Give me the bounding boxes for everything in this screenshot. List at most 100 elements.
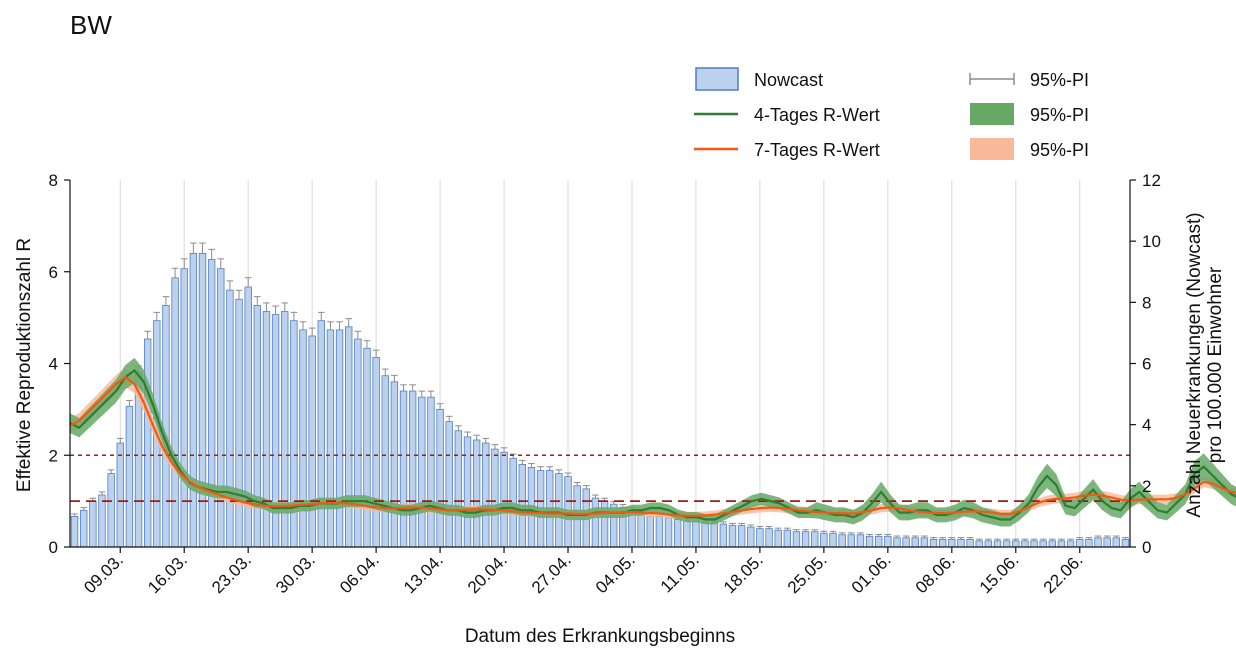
nowcast-whisker — [116, 437, 124, 444]
nowcast-whisker — [1076, 537, 1084, 540]
legend-swatch-nowcast — [695, 67, 739, 91]
nowcast-whisker — [98, 491, 106, 496]
nowcast-whisker — [299, 321, 307, 330]
legend-label-pi-r4: 95%-PI — [1030, 105, 1089, 125]
nowcast-bar — [80, 509, 88, 548]
y-left-tick-label: 0 — [49, 538, 58, 557]
nowcast-bar — [792, 531, 801, 548]
nowcast-whisker — [1021, 538, 1029, 541]
nowcast-bar — [591, 497, 600, 548]
nowcast-bar — [354, 338, 362, 548]
nowcast-whisker — [857, 532, 864, 535]
nowcast-bar — [838, 534, 846, 548]
y-right-tick-label: 4 — [1142, 416, 1151, 435]
nowcast-whisker — [500, 447, 508, 453]
nowcast-bar — [865, 535, 874, 548]
x-tick-label: 04.05. — [592, 550, 639, 597]
nowcast-whisker — [1113, 535, 1120, 538]
nowcast-bar — [418, 396, 426, 548]
nowcast-bar — [372, 356, 380, 548]
nowcast-bar — [993, 540, 1002, 548]
r-value-lines — [69, 368, 1236, 521]
nowcast-whisker — [848, 532, 855, 535]
x-tick-label: 27.04. — [528, 550, 575, 597]
nowcast-bar — [920, 537, 929, 548]
nowcast-whisker — [372, 349, 380, 358]
nowcast-whisker — [1103, 535, 1111, 538]
nowcast-whisker — [162, 296, 170, 306]
nowcast-whisker — [555, 469, 563, 474]
nowcast-bar — [1002, 540, 1011, 548]
nowcast-whisker — [180, 258, 188, 269]
nowcast-whisker — [720, 521, 727, 525]
nowcast-whisker — [738, 522, 745, 526]
nowcast-whisker — [308, 327, 316, 336]
nowcast-bar — [463, 436, 472, 548]
nowcast-bar — [363, 347, 371, 548]
nowcast-bar — [664, 517, 673, 548]
nowcast-bar — [710, 522, 718, 548]
nowcast-whisker — [884, 533, 892, 537]
y-right-tick-label: 8 — [1142, 293, 1151, 312]
nowcast-whisker — [1003, 538, 1010, 541]
x-tick-label: 16.03. — [144, 550, 191, 597]
nowcast-bar — [472, 439, 481, 548]
nowcast-whisker — [756, 526, 764, 529]
nowcast-whisker — [290, 311, 298, 321]
nowcast-bar — [929, 538, 938, 548]
nowcast-bar — [719, 523, 728, 548]
nowcast-bar — [847, 534, 855, 548]
y-left-tick-label: 8 — [49, 171, 58, 190]
nowcast-bar — [756, 528, 764, 548]
nowcast-whisker — [875, 533, 882, 537]
nowcast-bar — [911, 537, 919, 548]
nowcast-whisker — [418, 390, 426, 398]
nowcast-bar — [390, 381, 399, 548]
nowcast-whisker — [318, 311, 325, 321]
nowcast-whisker — [327, 321, 334, 330]
nowcast-bar — [226, 289, 234, 548]
y-right-tick-label: 12 — [1142, 171, 1161, 190]
nowcast-whisker — [244, 277, 252, 288]
nowcast-bar — [1103, 537, 1111, 548]
nowcast-bar — [198, 252, 207, 548]
nowcast-whisker — [1067, 538, 1074, 541]
nowcast-whisker — [208, 248, 215, 260]
nowcast-bar — [884, 535, 892, 548]
nowcast-bars — [70, 252, 1130, 548]
nowcast-whisker — [893, 535, 901, 538]
nowcast-whisker — [381, 368, 389, 376]
y-right-tick-label: 10 — [1142, 232, 1161, 251]
nowcast-whisker — [546, 466, 554, 471]
nowcast-bar — [427, 396, 435, 548]
x-tick-label: 22.06. — [1040, 550, 1087, 597]
nowcast-pi-whiskers — [71, 242, 1129, 541]
nowcast-bar — [1048, 540, 1057, 548]
nowcast-whisker — [902, 535, 910, 538]
nowcast-whisker — [948, 537, 956, 540]
nowcast-bar — [235, 298, 243, 548]
nowcast-bar — [253, 304, 262, 548]
nowcast-whisker — [811, 529, 819, 532]
nowcast-whisker — [345, 318, 352, 327]
nowcast-whisker — [774, 527, 782, 531]
nowcast-bar — [646, 516, 654, 548]
legend-swatch-pi-r7 — [970, 138, 1014, 160]
nowcast-bar — [308, 335, 316, 548]
nowcast-bar — [335, 329, 344, 548]
x-tick-label: 11.05. — [657, 550, 703, 596]
nowcast-bar — [765, 528, 773, 548]
nowcast-bar — [116, 442, 124, 548]
nowcast-whisker — [107, 469, 115, 474]
y-left-tick-label: 4 — [49, 355, 58, 374]
nowcast-whisker — [519, 459, 526, 465]
nowcast-whisker — [445, 415, 453, 422]
nowcast-bar — [98, 494, 106, 548]
x-tick-label: 09.03. — [80, 550, 127, 597]
nowcast-whisker — [354, 330, 362, 340]
x-tick-label: 06.04. — [336, 550, 383, 597]
nowcast-whisker — [866, 533, 873, 537]
nowcast-bar — [445, 421, 453, 548]
x-tick-label: 18.05. — [720, 550, 767, 597]
nowcast-whisker — [144, 330, 151, 340]
